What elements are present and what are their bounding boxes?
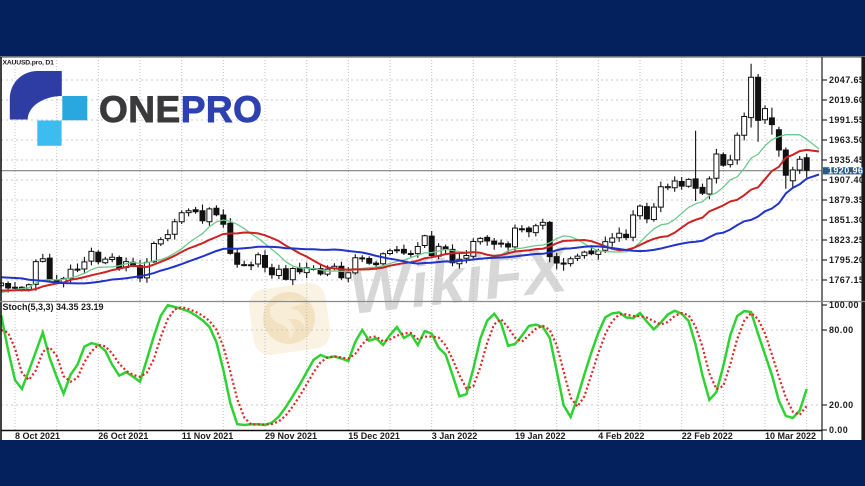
svg-text:8 Oct 2021: 8 Oct 2021 [15, 431, 60, 441]
svg-text:10 Mar 2022: 10 Mar 2022 [765, 431, 816, 441]
svg-text:19 Jan 2022: 19 Jan 2022 [515, 431, 566, 441]
svg-text:1767.15: 1767.15 [829, 275, 864, 285]
svg-text:22 Feb 2022: 22 Feb 2022 [682, 431, 733, 441]
svg-text:1920.96: 1920.96 [828, 165, 863, 175]
svg-text:80.00: 80.00 [829, 325, 854, 335]
svg-text:1823.25: 1823.25 [829, 235, 864, 245]
svg-text:1879.35: 1879.35 [829, 195, 864, 205]
svg-text:11 Nov 2021: 11 Nov 2021 [182, 431, 234, 441]
svg-text:1991.55: 1991.55 [829, 115, 864, 125]
svg-text:2019.60: 2019.60 [829, 95, 864, 105]
svg-text:4 Feb 2022: 4 Feb 2022 [598, 431, 644, 441]
svg-text:3 Jan 2022: 3 Jan 2022 [432, 431, 478, 441]
svg-text:1851.30: 1851.30 [829, 215, 864, 225]
svg-text:1935.45: 1935.45 [829, 155, 864, 165]
svg-text:1963.50: 1963.50 [829, 135, 864, 145]
svg-text:2047.65: 2047.65 [829, 75, 864, 85]
svg-text:1907.40: 1907.40 [829, 175, 864, 185]
svg-text:100.00: 100.00 [829, 300, 859, 310]
svg-text:ONEPRO: ONEPRO [99, 89, 262, 130]
svg-text:0.00: 0.00 [829, 425, 848, 435]
svg-text:26 Oct 2021: 26 Oct 2021 [98, 431, 148, 441]
svg-text:15 Dec 2021: 15 Dec 2021 [348, 431, 400, 441]
svg-text:Stoch(5,3,3) 34.35 23.19: Stoch(5,3,3) 34.35 23.19 [3, 302, 104, 312]
svg-text:20.00: 20.00 [829, 400, 854, 410]
svg-text:29 Nov 2021: 29 Nov 2021 [265, 431, 317, 441]
svg-text:1795.20: 1795.20 [829, 255, 864, 265]
svg-text:XAUUSD.pro, D1: XAUUSD.pro, D1 [3, 60, 55, 67]
